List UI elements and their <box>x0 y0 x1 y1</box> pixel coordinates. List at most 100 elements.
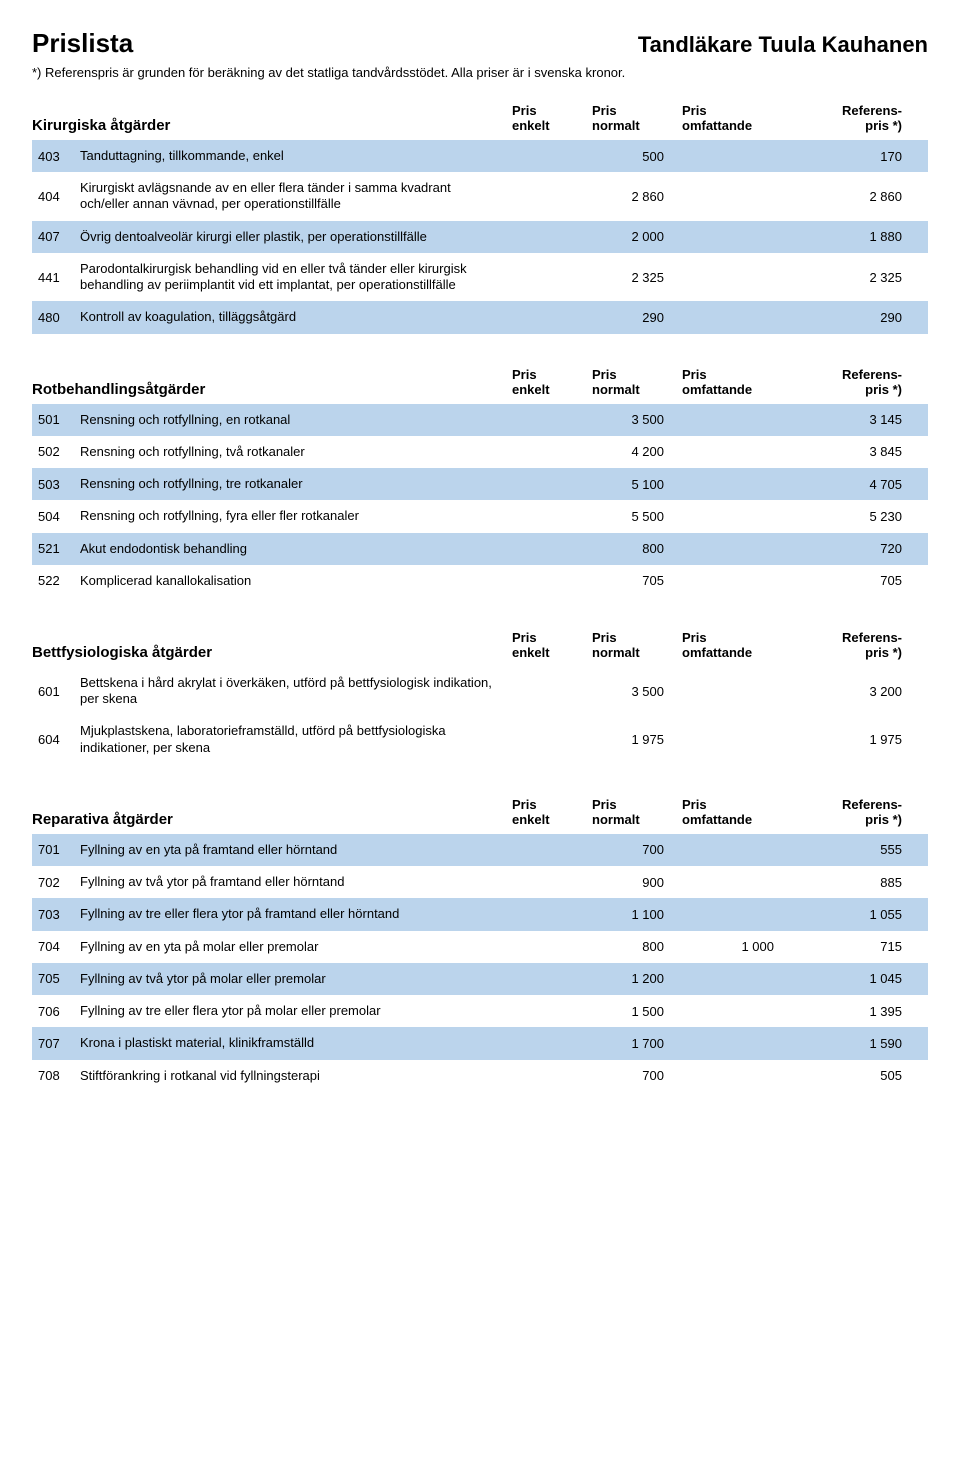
cell-code: 604 <box>38 732 80 747</box>
cell-description: Fyllning av två ytor på framtand eller h… <box>80 874 512 890</box>
table-row: 503Rensning och rotfyllning, tre rotkana… <box>32 468 928 500</box>
table-row: 407Övrig dentoalveolär kirurgi eller pla… <box>32 221 928 253</box>
cell-referenspris: 2 325 <box>792 270 902 285</box>
page-title: Prislista <box>32 28 133 59</box>
cell-description: Kontroll av koagulation, tilläggsåtgärd <box>80 309 512 325</box>
price-section: Bettfysiologiska åtgärderPrisenkeltPrisn… <box>32 631 928 764</box>
cell-referenspris: 1 880 <box>792 229 902 244</box>
cell-code: 705 <box>38 971 80 986</box>
col-head-referens: Referens-pris *) <box>792 368 902 398</box>
cell-description: Fyllning av två ytor på molar eller prem… <box>80 971 512 987</box>
table-row: 502Rensning och rotfyllning, två rotkana… <box>32 436 928 468</box>
col-head-normalt: Prisnormalt <box>592 368 682 398</box>
col-head-referens: Referens-pris *) <box>792 104 902 134</box>
cell-code: 701 <box>38 842 80 857</box>
cell-description: Fyllning av en yta på molar eller premol… <box>80 939 512 955</box>
table-row: 501Rensning och rotfyllning, en rotkanal… <box>32 404 928 436</box>
col-head-referens: Referens-pris *) <box>792 798 902 828</box>
table-row: 404Kirurgiskt avlägsnande av en eller fl… <box>32 172 928 221</box>
col-head-omfattande: Prisomfattande <box>682 368 792 398</box>
cell-referenspris: 885 <box>792 875 902 890</box>
cell-pris-normalt: 1 975 <box>592 732 682 747</box>
cell-pris-normalt: 800 <box>592 541 682 556</box>
cell-referenspris: 1 975 <box>792 732 902 747</box>
cell-code: 703 <box>38 907 80 922</box>
cell-pris-normalt: 3 500 <box>592 684 682 699</box>
table-row: 403Tanduttagning, tillkommande, enkel 500… <box>32 140 928 172</box>
col-head-referens: Referens-pris *) <box>792 631 902 661</box>
footnote-text: *) Referenspris är grunden för beräkning… <box>32 65 928 80</box>
cell-code: 407 <box>38 229 80 244</box>
table-row: 703Fyllning av tre eller flera ytor på f… <box>32 898 928 930</box>
cell-referenspris: 1 395 <box>792 1004 902 1019</box>
dentist-name: Tandläkare Tuula Kauhanen <box>638 32 928 58</box>
cell-code: 503 <box>38 477 80 492</box>
cell-pris-normalt: 800 <box>592 939 682 954</box>
cell-description: Fyllning av en yta på framtand eller hör… <box>80 842 512 858</box>
cell-description: Rensning och rotfyllning, en rotkanal <box>80 412 512 428</box>
cell-pris-normalt: 700 <box>592 842 682 857</box>
cell-description: Komplicerad kanallokalisation <box>80 573 512 589</box>
cell-pris-normalt: 290 <box>592 310 682 325</box>
table-row: 504Rensning och rotfyllning, fyra eller … <box>32 500 928 532</box>
cell-pris-omfattande: 1 000 <box>682 939 792 954</box>
cell-description: Stiftförankring i rotkanal vid fyllnings… <box>80 1068 512 1084</box>
cell-referenspris: 3 845 <box>792 444 902 459</box>
table-row: 702Fyllning av två ytor på framtand elle… <box>32 866 928 898</box>
cell-code: 480 <box>38 310 80 325</box>
price-section: RotbehandlingsåtgärderPrisenkeltPrisnorm… <box>32 368 928 597</box>
table-row: 707Krona i plastiskt material, klinikfra… <box>32 1027 928 1059</box>
cell-description: Rensning och rotfyllning, tre rotkanaler <box>80 476 512 492</box>
cell-referenspris: 1 055 <box>792 907 902 922</box>
section-title: Bettfysiologiska åtgärder <box>32 644 512 661</box>
table-row: 441Parodontalkirurgisk behandling vid en… <box>32 253 928 302</box>
cell-pris-normalt: 4 200 <box>592 444 682 459</box>
section-title: Reparativa åtgärder <box>32 811 512 828</box>
cell-code: 704 <box>38 939 80 954</box>
cell-pris-normalt: 500 <box>592 149 682 164</box>
cell-code: 403 <box>38 149 80 164</box>
cell-code: 501 <box>38 412 80 427</box>
col-head-enkelt: Prisenkelt <box>512 631 592 661</box>
table-row: 708Stiftförankring i rotkanal vid fyllni… <box>32 1060 928 1092</box>
cell-code: 521 <box>38 541 80 556</box>
cell-pris-normalt: 2 325 <box>592 270 682 285</box>
cell-referenspris: 555 <box>792 842 902 857</box>
cell-description: Akut endodontisk behandling <box>80 541 512 557</box>
cell-referenspris: 290 <box>792 310 902 325</box>
col-head-omfattande: Prisomfattande <box>682 631 792 661</box>
cell-description: Krona i plastiskt material, klinikframst… <box>80 1035 512 1051</box>
cell-pris-normalt: 3 500 <box>592 412 682 427</box>
col-head-enkelt: Prisenkelt <box>512 104 592 134</box>
cell-code: 504 <box>38 509 80 524</box>
cell-pris-normalt: 5 100 <box>592 477 682 492</box>
section-title: Rotbehandlingsåtgärder <box>32 381 512 398</box>
cell-referenspris: 170 <box>792 149 902 164</box>
cell-description: Kirurgiskt avlägsnande av en eller flera… <box>80 180 512 213</box>
price-section: Reparativa åtgärderPrisenkeltPrisnormalt… <box>32 798 928 1092</box>
section-title: Kirurgiska åtgärder <box>32 117 512 134</box>
cell-pris-normalt: 1 500 <box>592 1004 682 1019</box>
col-head-normalt: Prisnormalt <box>592 104 682 134</box>
table-row: 706Fyllning av tre eller flera ytor på m… <box>32 995 928 1027</box>
cell-code: 708 <box>38 1068 80 1083</box>
cell-description: Rensning och rotfyllning, fyra eller fle… <box>80 508 512 524</box>
cell-code: 441 <box>38 270 80 285</box>
cell-referenspris: 2 860 <box>792 189 902 204</box>
section-header: Bettfysiologiska åtgärderPrisenkeltPrisn… <box>32 631 928 661</box>
cell-code: 706 <box>38 1004 80 1019</box>
cell-description: Tanduttagning, tillkommande, enkel <box>80 148 512 164</box>
cell-referenspris: 1 590 <box>792 1036 902 1051</box>
cell-description: Parodontalkirurgisk behandling vid en el… <box>80 261 512 294</box>
cell-pris-normalt: 705 <box>592 573 682 588</box>
col-head-enkelt: Prisenkelt <box>512 798 592 828</box>
cell-description: Övrig dentoalveolär kirurgi eller plasti… <box>80 229 512 245</box>
cell-pris-normalt: 2 000 <box>592 229 682 244</box>
section-header: Reparativa åtgärderPrisenkeltPrisnormalt… <box>32 798 928 828</box>
cell-referenspris: 505 <box>792 1068 902 1083</box>
section-header: RotbehandlingsåtgärderPrisenkeltPrisnorm… <box>32 368 928 398</box>
cell-pris-normalt: 1 700 <box>592 1036 682 1051</box>
cell-pris-normalt: 1 100 <box>592 907 682 922</box>
cell-referenspris: 3 145 <box>792 412 902 427</box>
cell-code: 522 <box>38 573 80 588</box>
